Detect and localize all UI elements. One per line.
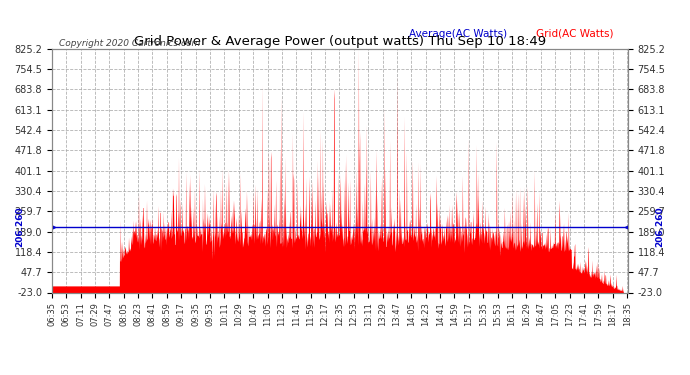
Text: Grid(AC Watts): Grid(AC Watts) — [535, 29, 613, 39]
Text: Copyright 2020 Cartronics.com: Copyright 2020 Cartronics.com — [59, 39, 200, 48]
Title: Grid Power & Average Power (output watts) Thu Sep 10 18:49: Grid Power & Average Power (output watts… — [134, 34, 546, 48]
Text: 206.260: 206.260 — [655, 206, 664, 247]
Text: 206.260: 206.260 — [16, 206, 25, 247]
Text: Average(AC Watts): Average(AC Watts) — [409, 29, 507, 39]
